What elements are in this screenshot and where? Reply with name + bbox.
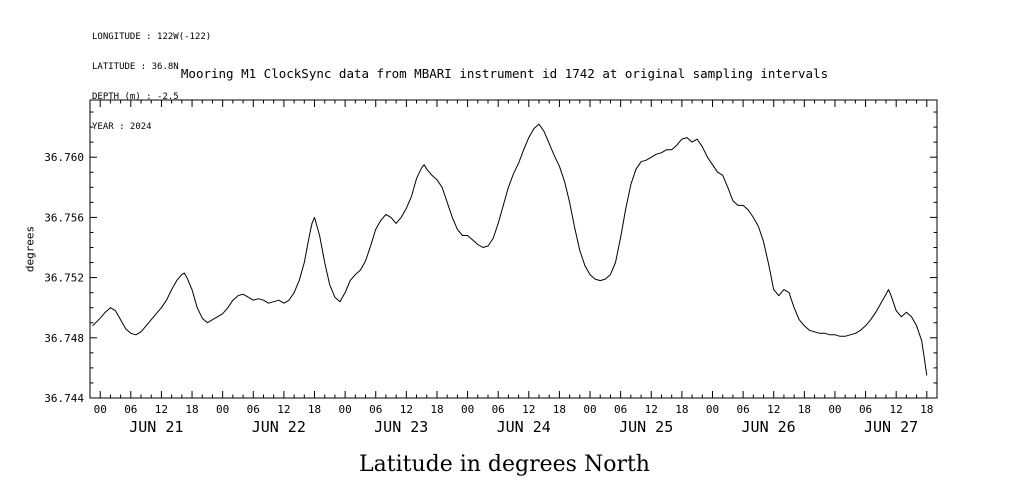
- x-day-label: JUN 24: [497, 418, 551, 436]
- meta-year: YEAR : 2024: [92, 122, 152, 132]
- x-hour-tick-label: 06: [736, 403, 749, 416]
- x-hour-tick-label: 12: [155, 403, 168, 416]
- x-day-label: JUN 22: [252, 418, 306, 436]
- x-hour-tick-label: 00: [828, 403, 841, 416]
- x-hour-tick-label: 18: [553, 403, 566, 416]
- x-hour-tick-label: 00: [338, 403, 351, 416]
- y-tick-label: 36.760: [44, 151, 84, 164]
- plot-frame: [89, 99, 938, 399]
- x-hour-tick-label: 18: [185, 403, 198, 416]
- x-axis-label: Latitude in degrees North: [359, 452, 650, 477]
- y-tick-label: 36.744: [44, 392, 84, 405]
- x-hour-tick-label: 06: [614, 403, 627, 416]
- x-hour-tick-label: 06: [492, 403, 505, 416]
- x-day-label: JUN 21: [129, 418, 183, 436]
- x-day-label: JUN 23: [374, 418, 428, 436]
- x-day-label: JUN 25: [619, 418, 673, 436]
- x-hour-tick-label: 06: [369, 403, 382, 416]
- x-hour-tick-label: 00: [583, 403, 596, 416]
- x-hour-tick-label: 12: [645, 403, 658, 416]
- x-day-label: JUN 26: [742, 418, 796, 436]
- x-hour-tick-label: 06: [859, 403, 872, 416]
- meta-depth: DEPTH (m) : -2.5: [92, 92, 179, 102]
- x-hour-tick-label: 18: [675, 403, 688, 416]
- x-hour-tick-label: 12: [277, 403, 290, 416]
- x-day-label: JUN 27: [864, 418, 918, 436]
- x-hour-tick-label: 12: [890, 403, 903, 416]
- chart-title: Mooring M1 ClockSync data from MBARI ins…: [180, 66, 829, 81]
- x-hour-tick-label: 06: [124, 403, 137, 416]
- x-hour-tick-label: 12: [522, 403, 535, 416]
- x-hour-tick-label: 00: [94, 403, 107, 416]
- x-hour-tick-label: 18: [430, 403, 443, 416]
- meta-latitude: LATITUDE : 36.8N: [92, 62, 179, 72]
- x-hour-tick-label: 06: [247, 403, 260, 416]
- x-hour-tick-label: 12: [767, 403, 780, 416]
- y-tick-label: 36.756: [44, 211, 84, 224]
- y-tick-label: 36.752: [44, 272, 84, 285]
- y-tick-label: 36.748: [44, 332, 84, 345]
- x-hour-tick-label: 12: [400, 403, 413, 416]
- x-hour-tick-label: 00: [461, 403, 474, 416]
- x-hour-tick-label: 18: [920, 403, 933, 416]
- x-hour-tick-label: 00: [216, 403, 229, 416]
- data-line: [92, 123, 928, 376]
- metadata-block: LONGITUDE : 122W(-122) LATITUDE : 36.8N …: [92, 12, 211, 152]
- y-axis-label: degrees: [23, 225, 37, 273]
- meta-longitude: LONGITUDE : 122W(-122): [92, 32, 212, 42]
- x-hour-tick-label: 18: [798, 403, 811, 416]
- x-hour-tick-label: 18: [308, 403, 321, 416]
- x-hour-tick-label: 00: [706, 403, 719, 416]
